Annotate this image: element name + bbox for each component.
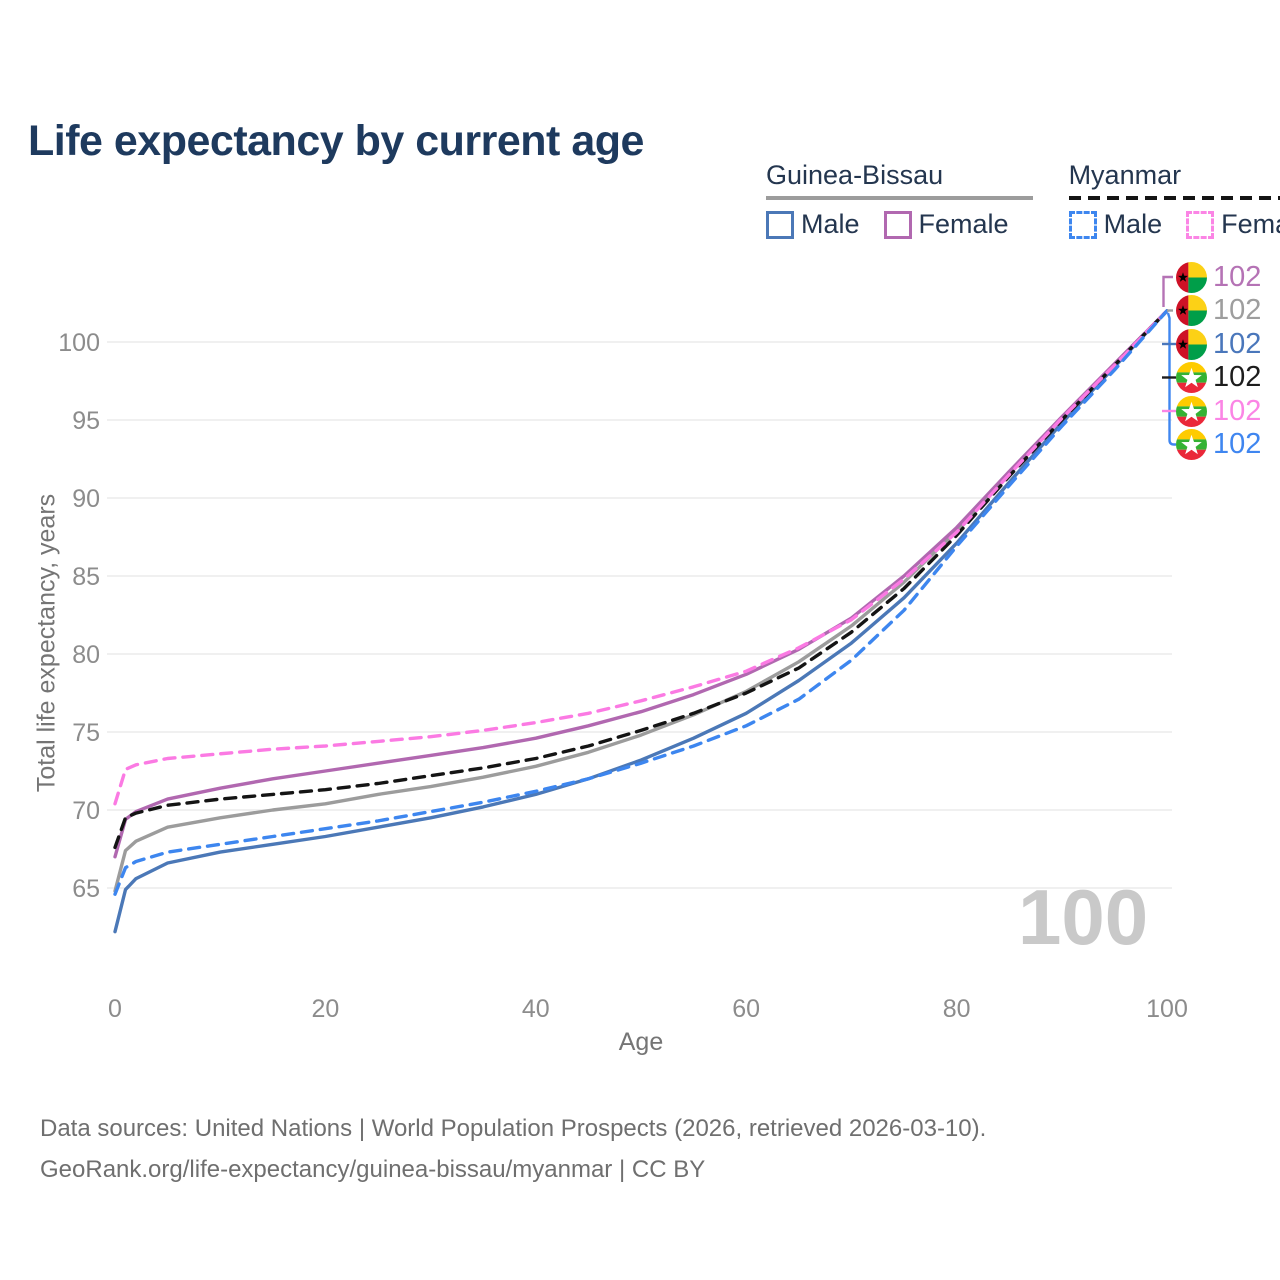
myanmar-flag-icon <box>1176 429 1207 460</box>
end-label-value-guinea-bissau-female: 102 <box>1213 260 1262 293</box>
series-line-guinea-bissau-female[interactable] <box>113 309 1169 859</box>
x-tick-100: 100 <box>1146 995 1188 1023</box>
end-label-value-guinea-bissau-male: 102 <box>1213 327 1262 360</box>
legend-label-guinea-bissau-male[interactable]: Male <box>801 209 860 239</box>
x-tick-20: 20 <box>311 995 339 1023</box>
myanmar-flag-icon <box>1176 395 1207 427</box>
hover-age-watermark: 100 <box>1018 873 1149 961</box>
legend-country-guinea-bissau[interactable]: Guinea-Bissau <box>766 160 944 190</box>
end-label-guinea-bissau-female: 102 <box>1176 261 1261 294</box>
y-tick-80: 80 <box>72 641 100 669</box>
y-tick-90: 90 <box>72 485 100 513</box>
legend-country-myanmar[interactable]: Myanmar <box>1068 160 1182 190</box>
series-line-guinea-bissau-male[interactable] <box>113 309 1169 934</box>
y-tick-95: 95 <box>72 407 100 435</box>
y-tick-70: 70 <box>72 797 100 825</box>
end-label-myanmar-male: 102 <box>1176 428 1261 461</box>
legend-group-myanmar: Myanmar Male Female <box>1068 160 1280 240</box>
x-tick-0: 0 <box>108 995 122 1023</box>
legend-swatch-guinea-bissau-male[interactable] <box>766 210 794 239</box>
end-label-value-guinea-bissau-both: 102 <box>1213 294 1262 326</box>
end-label-guinea-bissau-both: 102 <box>1176 294 1261 327</box>
end-label-myanmar-female: 102 <box>1176 395 1261 428</box>
leader-line-guinea-bissau-female <box>1162 275 1173 307</box>
leader-line-myanmar-male <box>1166 312 1176 446</box>
guinea-bissau-line-swatch <box>766 196 1033 200</box>
end-label-value-myanmar-male: 102 <box>1213 428 1262 460</box>
legend-label-myanmar-male[interactable]: Male <box>1103 209 1163 239</box>
legend-swatch-myanmar-female[interactable] <box>1186 210 1215 239</box>
y-tick-65: 65 <box>72 875 100 903</box>
footer: Data sources: United Nations | World Pop… <box>40 1108 986 1190</box>
y-tick-100: 100 <box>58 329 100 357</box>
end-label-value-myanmar-female: 102 <box>1213 394 1262 427</box>
guinea-bissau-flag-icon <box>1176 328 1207 360</box>
data-sources-text: Data sources: United Nations | World Pop… <box>40 1115 987 1142</box>
series-line-myanmar-male[interactable] <box>113 309 1169 896</box>
end-label-myanmar-both: 102 <box>1176 361 1261 394</box>
guinea-bissau-flag-icon <box>1176 261 1207 293</box>
legend-label-myanmar-female[interactable]: Female <box>1221 209 1280 239</box>
legend-label-guinea-bissau-female[interactable]: Female <box>918 209 1009 239</box>
x-tick-60: 60 <box>732 995 760 1023</box>
series-line-myanmar-female[interactable] <box>113 309 1169 806</box>
x-axis-title: Age <box>618 1028 664 1056</box>
guinea-bissau-flag-icon <box>1176 295 1207 326</box>
legend-swatch-myanmar-male[interactable] <box>1068 210 1097 239</box>
legend: Guinea-Bissau Male Female Myanmar Male F… <box>766 160 1280 240</box>
y-tick-85: 85 <box>72 563 100 591</box>
attribution-text: GeoRank.org/life-expectancy/guinea-bissa… <box>40 1156 706 1183</box>
end-label-value-myanmar-both: 102 <box>1213 361 1262 393</box>
series-line-guinea-bissau-both-sexes[interactable] <box>113 309 1169 893</box>
myanmar-flag-icon <box>1176 362 1207 393</box>
page-title: Life expectancy by current age <box>28 116 644 165</box>
legend-swatch-guinea-bissau-female[interactable] <box>883 210 912 239</box>
series-line-myanmar-both-sexes[interactable] <box>113 309 1169 850</box>
myanmar-line-swatch <box>1068 196 1280 200</box>
legend-group-guinea-bissau: Guinea-Bissau Male Female <box>766 160 1033 240</box>
y-tick-75: 75 <box>72 719 100 747</box>
end-label-guinea-bissau-male: 102 <box>1176 328 1261 361</box>
x-tick-40: 40 <box>522 995 550 1023</box>
x-tick-80: 80 <box>943 995 971 1023</box>
y-axis-title: Total life expectancy, years <box>32 493 61 793</box>
